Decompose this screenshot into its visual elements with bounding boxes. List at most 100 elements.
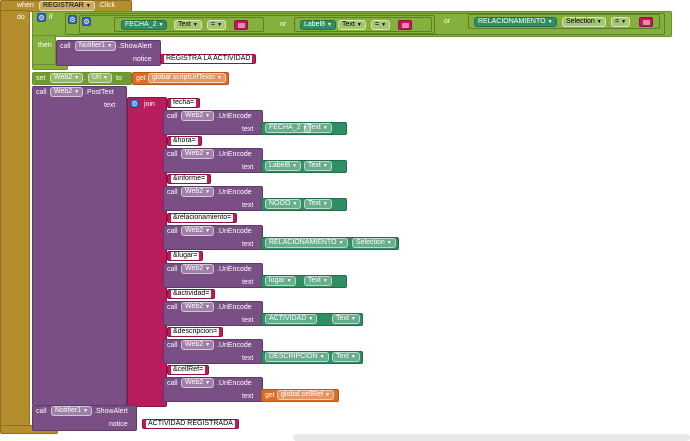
- set-to-label: to: [116, 75, 122, 82]
- set-property-dropdown[interactable]: Url ▼: [88, 73, 112, 83]
- getter-component-dropdown[interactable]: DESCRIPCION ▼: [265, 352, 329, 362]
- uriencode-component-dropdown[interactable]: Web2 ▼: [181, 187, 215, 197]
- cond2-component-dropdown[interactable]: Label8 ▼: [300, 20, 336, 30]
- join-mutator-gear-icon[interactable]: ⚙: [130, 99, 139, 108]
- web2-posttext-block[interactable]: [32, 86, 127, 406]
- getter-property-dropdown[interactable]: Selection ▼: [352, 238, 396, 248]
- get-var-dropdown-1[interactable]: global scriptUrlTexto ▼: [148, 73, 226, 83]
- uriencode-block[interactable]: [163, 301, 263, 326]
- cond1-component-dropdown[interactable]: FECHA_2 ▼: [121, 20, 168, 30]
- cond1-operator-dropdown[interactable]: = ▼: [207, 20, 227, 30]
- uriencode-call-label: call: [167, 189, 178, 196]
- event-name-label: .Click: [98, 2, 116, 9]
- uriencode-param-label: text: [242, 126, 254, 133]
- uriencode-component-dropdown[interactable]: Web2 ▼: [181, 302, 215, 312]
- uriencode-call-label: call: [167, 342, 178, 349]
- cond3-component-dropdown[interactable]: RELACIONAMIENTO ▼: [474, 17, 557, 27]
- set-component-dropdown[interactable]: Web2 ▼: [50, 73, 84, 83]
- get-scripturl-block[interactable]: [132, 72, 229, 85]
- get-label-2: get: [265, 392, 275, 399]
- uriencode-component-dropdown[interactable]: Web2 ▼: [181, 378, 215, 388]
- component-getter-block[interactable]: [261, 351, 363, 364]
- set-web2-url-block[interactable]: [32, 72, 132, 85]
- getter-component-dropdown[interactable]: RELACIONAMIENTO ▼: [265, 238, 348, 248]
- notify1-call-label: call: [60, 43, 71, 50]
- notify1-method-label: .ShowAlert: [118, 43, 152, 50]
- getter-property-dropdown[interactable]: Text ▼: [304, 199, 332, 209]
- cond1-property-dropdown[interactable]: Text ▼: [174, 20, 202, 30]
- uriencode-param-label: text: [242, 202, 254, 209]
- notifier-showalert-block-1[interactable]: [56, 40, 161, 66]
- or-label-1: or: [280, 21, 287, 28]
- uriencode-block[interactable]: [163, 377, 263, 402]
- component-getter-block[interactable]: [261, 313, 363, 326]
- post-call-label: call: [36, 89, 47, 96]
- uriencode-method-label: .UriEncode: [217, 266, 252, 273]
- uriencode-param-label: text: [242, 164, 254, 171]
- component-getter-block[interactable]: [261, 237, 399, 250]
- get-cellref-block[interactable]: [261, 389, 339, 402]
- getter-property-dropdown[interactable]: Text ▼: [332, 352, 360, 362]
- notifier-showalert-block-2[interactable]: [32, 405, 137, 431]
- cond3-empty-text[interactable]: [639, 17, 653, 27]
- getter-component-dropdown[interactable]: Label8 ▼: [265, 161, 301, 171]
- or-inner-gear-icon[interactable]: ⚙: [82, 17, 91, 26]
- uriencode-method-label: .UriEncode: [217, 189, 252, 196]
- getter-property-dropdown[interactable]: Text ▼: [332, 314, 360, 324]
- join-key-string[interactable]: &cellRef=: [167, 365, 210, 375]
- join-key-string[interactable]: &hora=: [167, 136, 202, 146]
- getter-component-dropdown[interactable]: lugar ▼: [265, 276, 296, 286]
- cond2-empty-text[interactable]: [398, 20, 412, 30]
- join-key-string[interactable]: fecha=: [167, 98, 201, 108]
- notify1-component-dropdown[interactable]: Notifier1 ▼: [75, 41, 117, 51]
- cond2-property-dropdown[interactable]: Text ▼: [338, 20, 366, 30]
- cond3-property-dropdown[interactable]: Selection ▼: [562, 17, 606, 27]
- uriencode-component-dropdown[interactable]: Web2 ▼: [181, 226, 215, 236]
- notify1-text-string[interactable]: REGISTRA LA ACTIVIDAD: [160, 54, 257, 64]
- workspace-horizontal-scrollbar[interactable]: [293, 434, 690, 441]
- join-key-string[interactable]: &informe=: [167, 174, 212, 184]
- join-key-string[interactable]: &descripcion=: [167, 327, 224, 337]
- uriencode-param-label: text: [242, 355, 254, 362]
- cond3-operator-dropdown[interactable]: = ▼: [611, 17, 631, 27]
- getter-property-dropdown[interactable]: Text ▼: [304, 161, 332, 171]
- uriencode-block[interactable]: [163, 186, 263, 211]
- getter-component-dropdown[interactable]: ACTIVIDAD ▼: [265, 314, 318, 324]
- notify2-text-string[interactable]: ACTIVIDAD REGISTRADA: [142, 419, 239, 429]
- join-label: join: [144, 101, 155, 108]
- join-key-string[interactable]: &actividad=: [167, 289, 216, 299]
- uriencode-block[interactable]: [163, 339, 263, 364]
- join-block[interactable]: [127, 97, 167, 407]
- event-component-dropdown[interactable]: REGISTRAR ▼: [39, 1, 95, 11]
- post-method-label: .PostText: [85, 89, 114, 96]
- uriencode-component-dropdown[interactable]: Web2 ▼: [181, 111, 215, 121]
- uriencode-block[interactable]: [163, 263, 263, 288]
- notify2-param-label: notice: [109, 421, 128, 428]
- event-when-label: when: [17, 2, 34, 9]
- getter-component-dropdown[interactable]: NOOO ▼: [265, 199, 302, 209]
- uriencode-param-label: text: [242, 393, 254, 400]
- uriencode-component-dropdown[interactable]: Web2 ▼: [181, 149, 215, 159]
- uriencode-component-dropdown[interactable]: Web2 ▼: [181, 340, 215, 350]
- uriencode-block[interactable]: [163, 110, 263, 135]
- uriencode-method-label: .UriEncode: [217, 380, 252, 387]
- getter-property-dropdown[interactable]: Text ▼: [304, 276, 332, 286]
- if-mutator-gear-icon[interactable]: ⚙: [37, 13, 46, 22]
- getter-property-dropdown[interactable]: Text ▼: [304, 123, 332, 133]
- event-block-body-spine: [0, 10, 30, 428]
- uriencode-call-label: call: [167, 380, 178, 387]
- cond1-empty-text[interactable]: [234, 20, 248, 30]
- post-component-dropdown[interactable]: Web2 ▼: [50, 87, 84, 97]
- notify2-call-label: call: [36, 408, 47, 415]
- or-outer-gear-icon[interactable]: ⚙: [68, 15, 77, 24]
- join-key-string[interactable]: &relacionamiento=: [167, 213, 238, 223]
- uriencode-method-label: .UriEncode: [217, 113, 252, 120]
- if-label: if: [49, 14, 53, 21]
- get-var-dropdown-2[interactable]: global cellRef ▼: [277, 390, 334, 400]
- notify2-component-dropdown[interactable]: Notifier1 ▼: [51, 406, 93, 416]
- uriencode-block[interactable]: [163, 148, 263, 173]
- uriencode-component-dropdown[interactable]: Web2 ▼: [181, 264, 215, 274]
- join-key-string[interactable]: &lugar=: [167, 251, 204, 261]
- uriencode-block[interactable]: [163, 225, 263, 250]
- cond2-operator-dropdown[interactable]: = ▼: [371, 20, 391, 30]
